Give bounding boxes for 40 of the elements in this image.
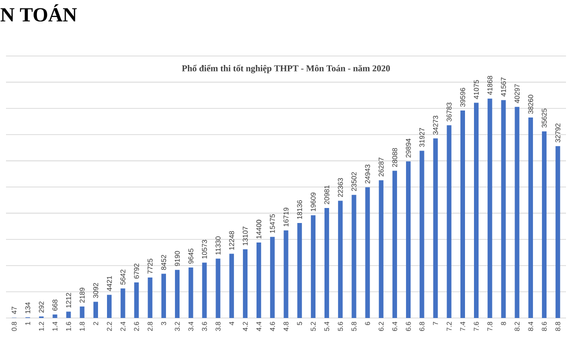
bar (174, 270, 180, 318)
bar (216, 258, 220, 318)
bar (66, 312, 71, 318)
bar (256, 242, 262, 318)
bar (488, 98, 492, 318)
bar (242, 249, 248, 318)
bar (338, 200, 343, 318)
bar (433, 138, 438, 318)
bar (528, 118, 533, 318)
bar (378, 180, 384, 318)
bar (474, 102, 479, 318)
bar (460, 110, 465, 318)
bar (324, 208, 330, 318)
text: N TOÁN (0, 4, 77, 22)
bar (514, 106, 520, 318)
bar (392, 170, 398, 318)
bar (365, 187, 370, 318)
bar (52, 314, 58, 318)
bar (420, 150, 424, 318)
bar (120, 288, 126, 318)
bar (93, 302, 98, 318)
bar (107, 294, 112, 318)
bar (542, 131, 547, 318)
bar (352, 194, 356, 318)
bar (297, 222, 302, 318)
bar (148, 278, 152, 318)
bar (556, 146, 560, 318)
bar (501, 100, 506, 318)
bar (270, 236, 275, 318)
bar (80, 306, 84, 318)
bar (202, 262, 207, 318)
bar (284, 230, 288, 318)
text: Phổ điểm thi tốt nghiệp THPT - Môn Toán - năm 2020 (182, 64, 390, 74)
bar (161, 274, 166, 318)
bar (446, 125, 452, 318)
bar (406, 161, 411, 318)
bar (188, 267, 194, 318)
bar (134, 282, 139, 318)
bar (310, 215, 316, 318)
bar (229, 254, 234, 318)
